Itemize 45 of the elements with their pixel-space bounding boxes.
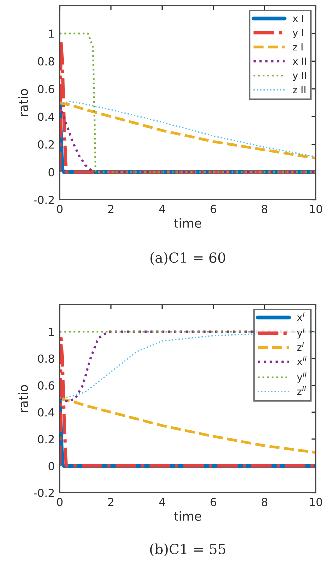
- x-tick-label: 4: [159, 205, 166, 214]
- line-series: [60, 398, 316, 454]
- legend-label: x$^{I}$: [297, 312, 305, 322]
- y-tick-label: -0.2: [34, 196, 54, 204]
- legend-label: x II: [292, 58, 306, 65]
- y-axis-title: ratio: [18, 89, 28, 116]
- y-tick-label: 0.8: [38, 57, 54, 66]
- y-tick-label: 0.6: [38, 382, 54, 390]
- legend-label: y$^{II}$: [297, 372, 307, 383]
- legend-label: x$^{II}$: [297, 356, 307, 366]
- x-axis-title: time: [174, 218, 202, 228]
- x-tick-label: 10: [310, 498, 322, 506]
- y-tick-label: 0.2: [38, 435, 54, 444]
- y-tick-label: 0: [48, 168, 54, 177]
- legend-label: y II: [292, 72, 306, 82]
- x-tick-label: 0: [57, 498, 63, 506]
- text: (b)C1 = 55: [150, 544, 226, 556]
- y-tick-label: -0.2: [34, 488, 54, 498]
- y-tick-label: 0.4: [38, 408, 55, 417]
- x-tick-label: 2: [108, 498, 114, 506]
- y-tick-label: 0.4: [38, 112, 55, 122]
- x-tick-label: 2: [108, 205, 114, 214]
- legend-label: y I: [292, 29, 304, 38]
- x-axis-title: time: [174, 511, 202, 522]
- x-tick-label: 8: [262, 205, 268, 214]
- x-tick-label: 4: [159, 498, 166, 506]
- y-tick-label: 1: [49, 328, 54, 336]
- x-tick-label: 8: [262, 498, 268, 506]
- legend-label: z I: [293, 44, 303, 51]
- y-axis-title: ratio: [18, 385, 28, 412]
- legend-label: x I: [292, 15, 304, 22]
- legend-label: z II: [293, 86, 306, 94]
- x-tick-label: 0: [57, 205, 63, 214]
- y-tick-label: 0: [48, 462, 54, 471]
- legend-label: y$^{I}$: [297, 328, 305, 339]
- x-tick-label: 10: [310, 205, 322, 214]
- y-tick-label: 0.2: [38, 140, 54, 149]
- text: (a)C1 = 60: [150, 252, 226, 266]
- x-tick-label: 6: [210, 498, 216, 506]
- x-tick-label: 6: [210, 205, 216, 214]
- legend-label: z$^{II}$: [297, 386, 306, 396]
- y-tick-label: 0.8: [38, 354, 54, 364]
- y-tick-label: 0.6: [38, 85, 54, 94]
- y-tick-label: 1: [49, 30, 54, 38]
- legend-label: z$^{I}$: [297, 342, 304, 351]
